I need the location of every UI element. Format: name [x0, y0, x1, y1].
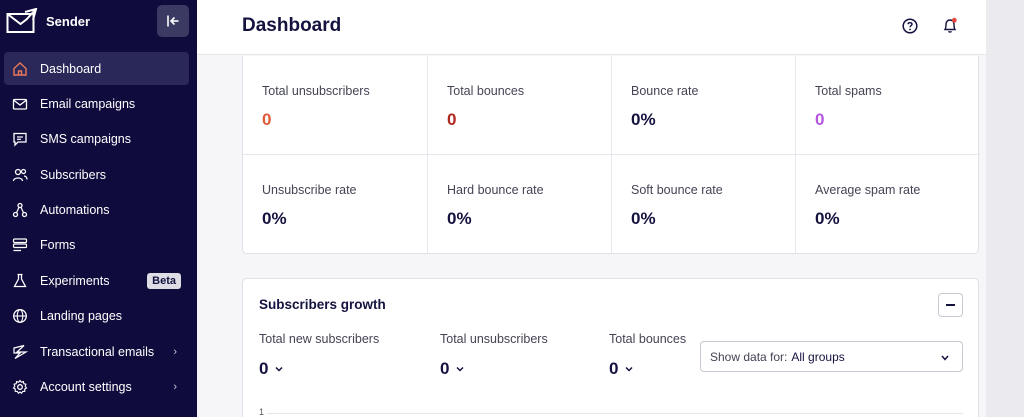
sidebar: Sender Dashboard Email campaigns SMS cam…	[0, 0, 197, 417]
mail-icon	[12, 96, 28, 112]
chevron-down-icon	[625, 366, 633, 372]
chart-axis-tick: 1	[259, 407, 265, 417]
chevron-right-icon: ›	[173, 381, 177, 394]
stat-total-spams: Total spams 0	[795, 56, 980, 155]
automation-icon	[12, 202, 28, 218]
sidebar-item-account-settings[interactable]: Account settings ›	[4, 371, 189, 404]
stat-label: Total spams	[815, 84, 882, 98]
chat-icon	[12, 131, 28, 147]
brand[interactable]: Sender	[6, 8, 90, 34]
stat-bounce-rate: Bounce rate 0%	[611, 56, 795, 155]
stat-label: Bounce rate	[631, 84, 699, 98]
metric-value-toggle[interactable]: 0	[259, 359, 379, 379]
flask-icon	[12, 273, 28, 289]
top-header: Dashboard	[197, 0, 1024, 55]
page-title: Dashboard	[242, 15, 342, 36]
stat-label: Hard bounce rate	[447, 183, 544, 197]
stat-value: 0%	[447, 209, 472, 228]
chevron-down-icon	[456, 366, 464, 372]
stat-label: Soft bounce rate	[631, 183, 723, 197]
scrollbar-track[interactable]	[986, 0, 1024, 417]
sidebar-item-label: Subscribers	[40, 167, 106, 182]
stat-total-bounces: Total bounces 0	[427, 56, 611, 155]
bolt-icon	[12, 344, 28, 360]
sidebar-item-label: Landing pages	[40, 309, 123, 324]
sidebar-item-label: Email campaigns	[40, 96, 136, 111]
sidebar-item-email-campaigns[interactable]: Email campaigns	[4, 87, 189, 120]
chart-gridline	[267, 413, 963, 414]
stat-value: 0%	[631, 209, 656, 228]
help-icon[interactable]	[902, 18, 918, 34]
metric-value: 0	[609, 359, 619, 378]
stat-label: Total unsubscribers	[262, 84, 370, 98]
sidebar-item-label: Account settings	[40, 380, 132, 395]
stat-value: 0%	[631, 110, 656, 129]
stat-hard-bounce-rate: Hard bounce rate 0%	[427, 155, 611, 254]
stat-value: 0	[447, 110, 457, 129]
globe-icon	[12, 308, 28, 324]
stat-value: 0	[262, 110, 272, 129]
metric-value-toggle[interactable]: 0	[440, 359, 548, 379]
form-icon	[12, 237, 28, 253]
sidebar-item-label: SMS campaigns	[40, 132, 132, 147]
stat-value: 0	[815, 110, 825, 129]
sidebar-item-label: Transactional emails	[40, 344, 155, 359]
chevron-down-icon	[275, 366, 283, 372]
sidebar-item-label: Automations	[40, 203, 110, 218]
section-title: Subscribers growth	[259, 297, 386, 312]
stat-average-spam-rate: Average spam rate 0%	[795, 155, 980, 254]
notifications-bell-icon[interactable]	[942, 17, 958, 34]
metric-value-toggle[interactable]: 0	[609, 359, 686, 379]
metric-value: 0	[440, 359, 450, 378]
metric-total-unsubscribers: Total unsubscribers 0	[440, 332, 548, 379]
chevron-right-icon: ›	[173, 345, 177, 358]
metric-total-new-subscribers: Total new subscribers 0	[259, 332, 379, 379]
collapse-sidebar-button[interactable]	[157, 5, 189, 37]
collapse-icon	[167, 15, 179, 27]
users-icon	[12, 167, 28, 183]
sidebar-item-dashboard[interactable]: Dashboard	[4, 52, 189, 85]
home-icon	[12, 61, 28, 77]
metric-label: Total new subscribers	[259, 332, 380, 346]
stat-total-unsubscribers: Total unsubscribers 0	[243, 56, 427, 155]
stat-unsubscribe-rate: Unsubscribe rate 0%	[243, 155, 427, 254]
chevron-down-icon	[941, 355, 949, 361]
metric-label: Total unsubscribers	[440, 332, 548, 346]
sender-logo-icon	[6, 8, 38, 33]
subscribers-growth-card: Subscribers growth Total new subscribers…	[242, 278, 979, 417]
sidebar-item-label: Dashboard	[40, 61, 102, 76]
sidebar-item-label: Forms	[40, 238, 76, 253]
select-label: Show data for:	[710, 349, 788, 364]
stat-value: 0%	[815, 209, 840, 228]
stat-value: 0%	[262, 209, 287, 228]
sidebar-item-automations[interactable]: Automations	[4, 194, 189, 227]
minus-icon	[946, 304, 955, 306]
brand-name: Sender	[46, 13, 91, 29]
sidebar-item-subscribers[interactable]: Subscribers	[4, 158, 189, 191]
settings-icon	[12, 379, 28, 395]
stat-label: Total bounces	[447, 84, 525, 98]
sidebar-item-experiments[interactable]: Experiments Beta	[4, 264, 189, 297]
stat-soft-bounce-rate: Soft bounce rate 0%	[611, 155, 795, 254]
group-filter-select[interactable]: Show data for: All groups	[700, 341, 963, 372]
metric-label: Total bounces	[609, 332, 687, 346]
sidebar-item-label: Experiments	[40, 273, 110, 288]
sidebar-item-landing-pages[interactable]: Landing pages	[4, 300, 189, 333]
sidebar-item-forms[interactable]: Forms	[4, 229, 189, 262]
sidebar-item-sms-campaigns[interactable]: SMS campaigns	[4, 123, 189, 156]
stat-label: Unsubscribe rate	[262, 183, 357, 197]
metric-total-bounces: Total bounces 0	[609, 332, 686, 379]
beta-badge: Beta	[147, 272, 181, 289]
sidebar-item-transactional-emails[interactable]: Transactional emails ›	[4, 335, 189, 368]
select-value: All groups	[791, 349, 845, 364]
collapse-section-button[interactable]	[938, 293, 963, 317]
metric-value: 0	[259, 359, 269, 378]
stat-label: Average spam rate	[815, 183, 921, 197]
stats-card: Total unsubscribers 0 Total bounces 0 Bo…	[242, 56, 980, 254]
sidebar-nav: Dashboard Email campaigns SMS campaigns …	[4, 52, 189, 406]
